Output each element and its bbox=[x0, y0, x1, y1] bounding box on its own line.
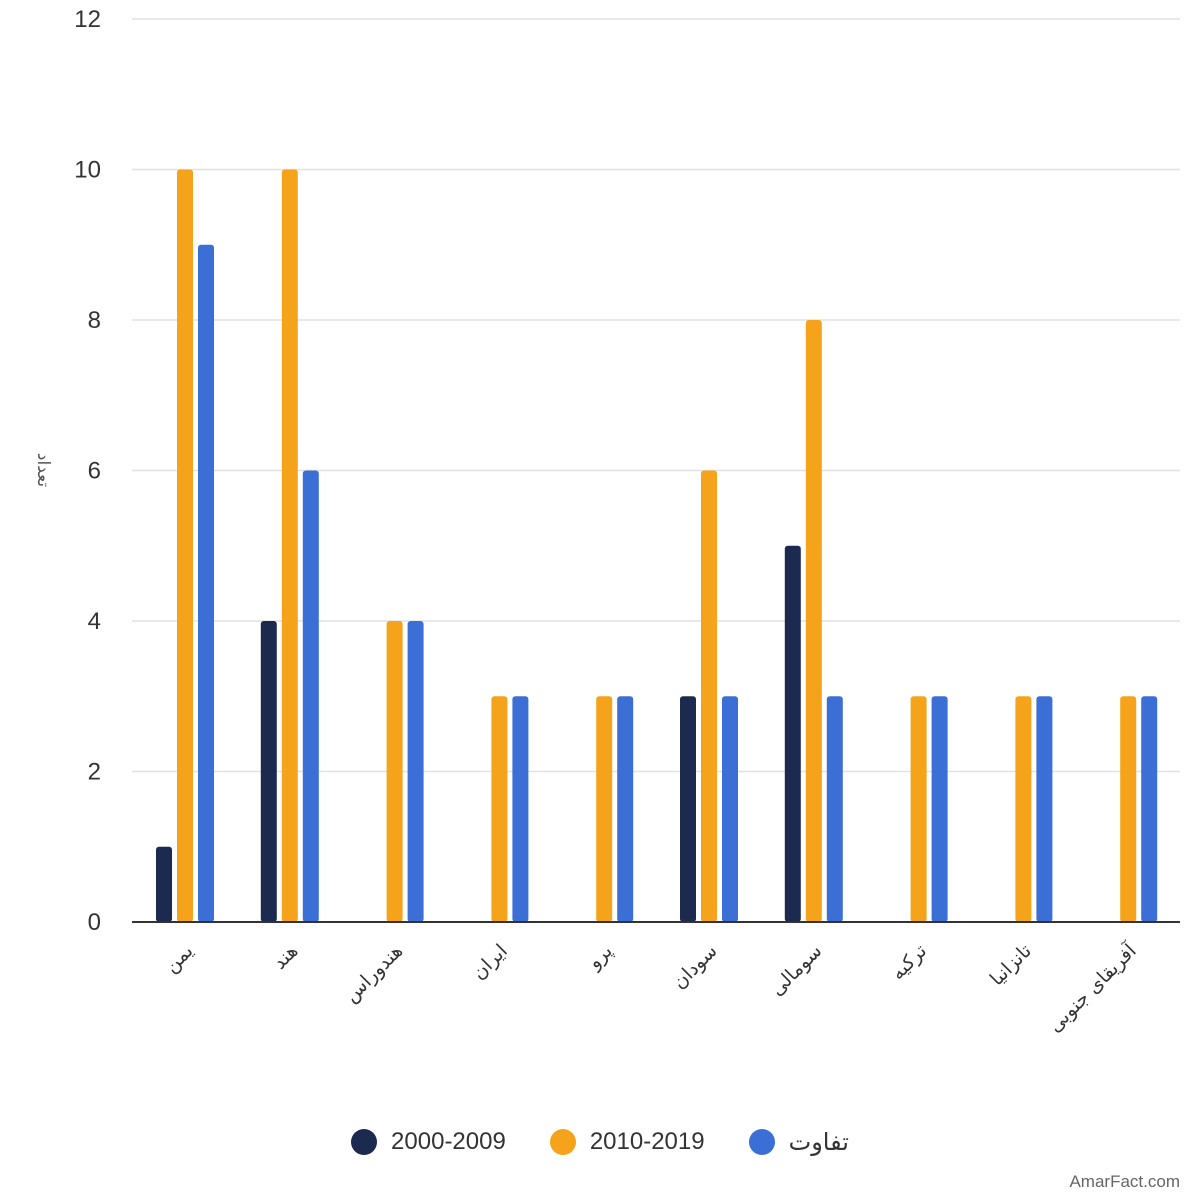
watermark: AmarFact.com bbox=[1069, 1172, 1180, 1191]
legend-marker-2010-2019 bbox=[549, 1129, 576, 1155]
bar-yemen-2010-2019[interactable] bbox=[177, 169, 193, 923]
y-axis-title: تعداد bbox=[33, 453, 53, 487]
x-category-label-peru: پرو bbox=[583, 940, 617, 974]
bar-south-africa-2010-2019[interactable] bbox=[1120, 696, 1137, 922]
y-tick-label: 8 bbox=[88, 307, 101, 334]
y-tick-label: 10 bbox=[74, 157, 101, 184]
legend-label: 2010-2019 bbox=[589, 1128, 705, 1155]
x-category-label-somalia: سومالی bbox=[766, 940, 826, 1000]
x-category-label-india: هند bbox=[269, 940, 303, 974]
x-category-label-honduras: هندوراس bbox=[340, 940, 407, 1007]
bar-somalia-difference[interactable] bbox=[826, 696, 843, 922]
bar-sudan-difference[interactable] bbox=[722, 696, 738, 922]
bar-turkey-difference[interactable] bbox=[931, 696, 948, 922]
legend-item-difference[interactable]: تفاوت bbox=[748, 1128, 849, 1157]
bar-peru-difference[interactable] bbox=[617, 696, 634, 922]
x-category-label-sudan: سودان bbox=[668, 940, 721, 993]
y-axis-ticks: 0 2 4 6 8 10 12 bbox=[74, 6, 101, 936]
bar-iran-2010-2019[interactable] bbox=[491, 696, 508, 922]
y-tick-label: 0 bbox=[88, 909, 101, 936]
x-category-label-south-africa: آفریقای جنوبی bbox=[1043, 938, 1142, 1037]
bar-india-difference[interactable] bbox=[302, 470, 319, 923]
legend: 2000-2009 2010-2019 تفاوت bbox=[0, 1122, 1200, 1162]
legend-marker-2000-2009 bbox=[351, 1129, 378, 1155]
y-tick-label: 12 bbox=[74, 6, 101, 33]
bar-tanzania-2010-2019[interactable] bbox=[1015, 696, 1032, 922]
bar-south-africa-difference[interactable] bbox=[1141, 696, 1158, 922]
legend-label: تفاوت bbox=[788, 1128, 849, 1156]
x-category-label-iran: ایران bbox=[468, 940, 512, 984]
x-category-label-turkey: ترکیه bbox=[887, 940, 931, 984]
y-tick-label: 2 bbox=[88, 759, 101, 786]
bar-somalia-2000-2009[interactable] bbox=[784, 545, 801, 922]
bar-honduras-2010-2019[interactable] bbox=[386, 621, 403, 922]
x-axis-category-labels: یمن هند هندوراس ایران پرو سودان سومالی ترکیه تان… bbox=[160, 938, 1141, 1037]
bar-yemen-2000-2009[interactable] bbox=[156, 846, 172, 922]
bar-india-2000-2009[interactable] bbox=[260, 621, 277, 922]
bar-tanzania-difference[interactable] bbox=[1036, 696, 1053, 922]
legend-item-2000-2009[interactable]: 2000-2009 bbox=[351, 1128, 506, 1156]
y-tick-label: 6 bbox=[88, 458, 101, 485]
bar-yemen-difference[interactable] bbox=[198, 244, 214, 922]
legend-marker-difference bbox=[748, 1129, 775, 1155]
bar-turkey-2010-2019[interactable] bbox=[910, 696, 927, 922]
bar-honduras-difference[interactable] bbox=[407, 621, 424, 922]
x-category-label-tanzania: تانزانیا bbox=[986, 940, 1036, 990]
bar-india-2010-2019[interactable] bbox=[281, 169, 298, 923]
x-category-label-yemen: یمن bbox=[160, 940, 197, 977]
legend-item-2010-2019[interactable]: 2010-2019 bbox=[549, 1128, 705, 1156]
bar-iran-difference[interactable] bbox=[512, 696, 529, 922]
bar-somalia-2010-2019[interactable] bbox=[805, 320, 822, 922]
bar-sudan-2010-2019[interactable] bbox=[701, 470, 717, 923]
bar-peru-2010-2019[interactable] bbox=[596, 696, 613, 922]
y-tick-label: 4 bbox=[88, 608, 101, 635]
bars bbox=[156, 169, 1158, 923]
legend-label: 2000-2009 bbox=[391, 1128, 506, 1155]
bar-sudan-2000-2009[interactable] bbox=[680, 696, 696, 922]
